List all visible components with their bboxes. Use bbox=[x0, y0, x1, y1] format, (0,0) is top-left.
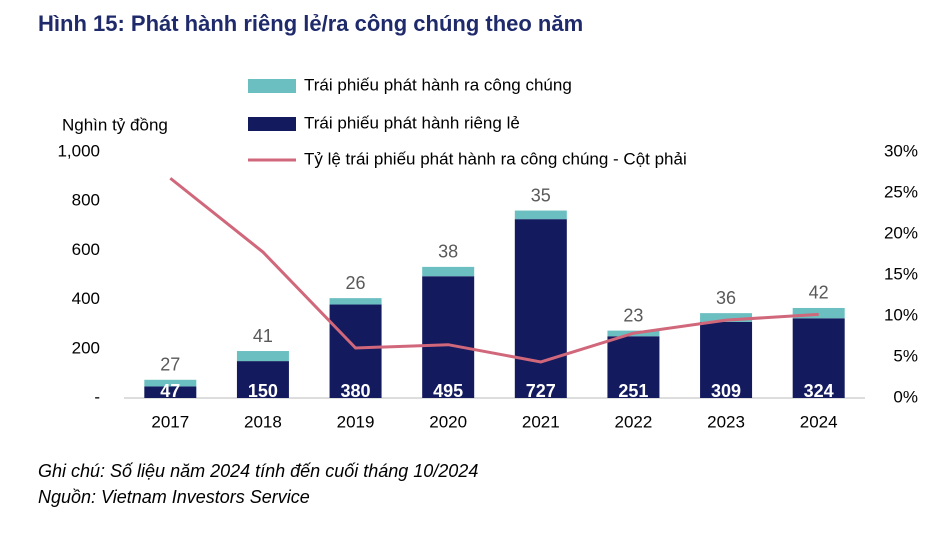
legend-swatch bbox=[248, 79, 296, 93]
value-label: 23 bbox=[623, 305, 643, 325]
y-tick-label: 400 bbox=[72, 289, 100, 308]
y2-tick-label: 0% bbox=[893, 387, 918, 406]
x-tick-label: 2020 bbox=[429, 412, 467, 431]
y-tick-label: 600 bbox=[72, 240, 100, 259]
value-label: 495 bbox=[433, 381, 463, 401]
value-label: 727 bbox=[526, 381, 556, 401]
bar bbox=[514, 219, 567, 398]
bar bbox=[514, 210, 567, 220]
value-label: 27 bbox=[160, 355, 180, 375]
x-tick-label: 2021 bbox=[522, 412, 560, 431]
value-label: 38 bbox=[438, 242, 458, 262]
bar bbox=[422, 276, 475, 398]
legend-label: Tỷ lệ trái phiếu phát hành ra công chúng… bbox=[304, 149, 687, 168]
y2-tick-label: 15% bbox=[884, 264, 918, 283]
bar bbox=[700, 313, 753, 322]
bar bbox=[236, 361, 289, 398]
y2-tick-label: 10% bbox=[884, 305, 918, 324]
bar bbox=[607, 336, 660, 398]
x-tick-label: 2022 bbox=[615, 412, 653, 431]
x-tick-label: 2018 bbox=[244, 412, 282, 431]
value-label: 251 bbox=[618, 381, 648, 401]
y-tick-label: 200 bbox=[72, 338, 100, 357]
legend-label: Trái phiếu phát hành riêng lẻ bbox=[304, 113, 520, 132]
value-label: 35 bbox=[531, 185, 551, 205]
chart-title: Hình 15: Phát hành riêng lẻ/ra công chún… bbox=[38, 11, 583, 36]
y-tick-label: 1,000 bbox=[57, 141, 100, 160]
value-label: 47 bbox=[160, 381, 180, 401]
value-label: 380 bbox=[341, 381, 371, 401]
value-label: 150 bbox=[248, 381, 278, 401]
x-tick-label: 2024 bbox=[800, 412, 838, 431]
x-tick-label: 2019 bbox=[337, 412, 375, 431]
value-label: 36 bbox=[716, 288, 736, 308]
bar bbox=[329, 298, 382, 305]
bar bbox=[700, 321, 753, 398]
legend-swatch bbox=[248, 117, 296, 131]
bar bbox=[792, 318, 845, 398]
bar bbox=[329, 304, 382, 398]
y-tick-label: 800 bbox=[72, 191, 100, 210]
legend-label: Trái phiếu phát hành ra công chúng bbox=[304, 75, 572, 94]
value-label: 42 bbox=[809, 283, 829, 303]
bar bbox=[422, 266, 475, 277]
note: Nguồn: Vietnam Investors Service bbox=[38, 487, 310, 507]
y2-tick-label: 30% bbox=[884, 141, 918, 160]
line bbox=[169, 177, 819, 364]
bar bbox=[236, 351, 289, 362]
y2-tick-label: 25% bbox=[884, 182, 918, 201]
y-tick-label: - bbox=[94, 387, 100, 406]
y2-tick-label: 20% bbox=[884, 223, 918, 242]
value-label: 41 bbox=[253, 326, 273, 346]
value-label: 324 bbox=[804, 381, 834, 401]
value-label: 26 bbox=[346, 273, 366, 293]
x-tick-label: 2023 bbox=[707, 412, 745, 431]
note: Ghi chú: Số liệu năm 2024 tính đến cuối … bbox=[38, 461, 478, 481]
y2-tick-label: 5% bbox=[893, 346, 918, 365]
bar bbox=[144, 386, 197, 398]
x-tick-label: 2017 bbox=[151, 412, 189, 431]
y-axis-label: Nghìn tỷ đồng bbox=[62, 115, 168, 134]
bar bbox=[792, 307, 845, 319]
bar bbox=[144, 379, 197, 387]
value-label: 309 bbox=[711, 381, 741, 401]
